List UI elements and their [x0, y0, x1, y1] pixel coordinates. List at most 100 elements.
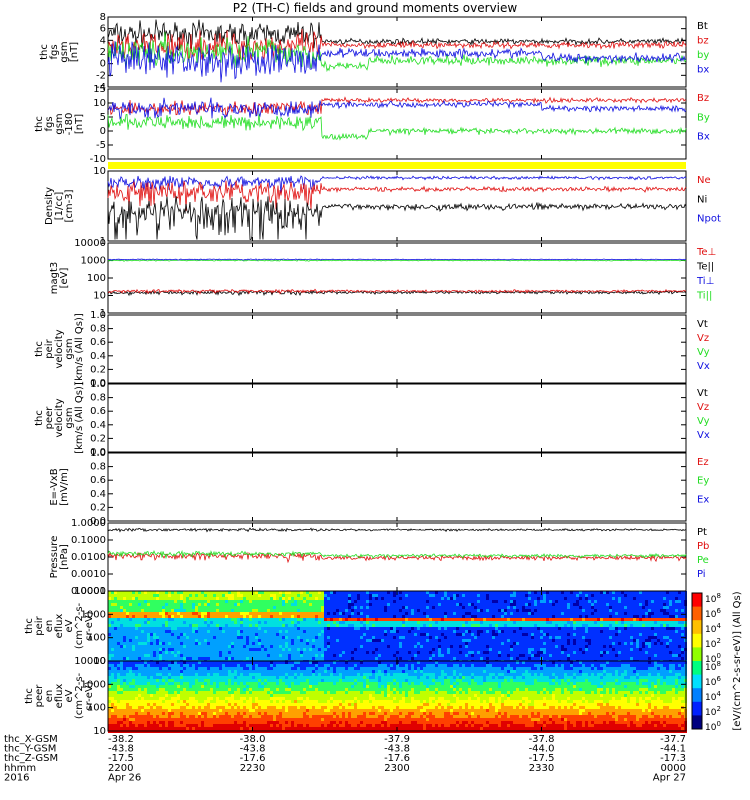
y-tick-label: 0.0: [90, 516, 106, 527]
legend-pe: Pe: [697, 555, 709, 566]
legend-ez: Ez: [697, 457, 709, 468]
y-label-line: eV: [64, 619, 75, 632]
y-axis-label-temperature: magt3 [eV]: [49, 262, 70, 295]
y-label-line: sr-eV): [84, 681, 95, 710]
y-tick-label: 0.2: [90, 502, 106, 513]
legend-ne: Ne: [697, 175, 711, 186]
y-tick-label: 0: [100, 59, 106, 70]
y-label-line: velocity: [54, 329, 65, 368]
spectrogram-peir_spectrogram: [108, 591, 687, 663]
colorbar-tick-label: 100: [705, 720, 721, 733]
legend-bx: Bx: [697, 132, 710, 143]
y-label-line: (cm^2-s-: [74, 602, 85, 649]
x-tick-label: 2300: [384, 763, 409, 774]
y-label-line: en: [44, 620, 55, 633]
y-axis-label-peer_spectrogram: thc peer en eflux eV (cm^2-s-sr-eV): [24, 672, 95, 719]
x-tick-label: -43.8: [108, 744, 134, 755]
y-tick-label: 0.2: [90, 364, 106, 375]
y-label-line: [nT]: [74, 114, 85, 134]
series-te||: [107, 289, 687, 297]
y-label-line: thc: [34, 410, 45, 426]
y-label-line: [mV/m]: [59, 468, 70, 506]
y-axis-label-density: Density [1/cc] [cm-3]: [44, 187, 75, 225]
x-tick-label: -44.1: [660, 744, 686, 755]
x-tick-label: Apr 26: [108, 772, 141, 783]
x-tick-label: -17.5: [529, 753, 555, 764]
legend-npot: Npot: [697, 214, 721, 225]
y-tick-label: 8: [100, 12, 106, 23]
y-tick-label: 1.0: [90, 379, 106, 390]
y-tick-label: 0.8: [90, 393, 106, 404]
y-tick-label: 2: [100, 47, 106, 58]
y-label-line: peir: [44, 338, 55, 358]
y-axis-label-peir_spectrogram: thc peir en eflux eV (cm^2-s-sr-eV): [24, 602, 95, 649]
x-tick-label: Apr 27: [653, 772, 686, 783]
y-label-line: peer: [44, 406, 55, 430]
series-ne: [107, 180, 687, 211]
legend-bz: Bz: [697, 93, 709, 104]
series-bz: [107, 28, 687, 61]
colorbar-tick-label: 102: [705, 637, 721, 650]
y-label-line: [eV]: [59, 268, 70, 289]
legend-vx: Vx: [697, 361, 710, 372]
y-axis-label-efield: E=-VxB [mV/m]: [49, 468, 70, 506]
y-tick-label: 10: [93, 98, 106, 109]
y-label-line: thc: [39, 44, 50, 60]
y-tick-label: 0.4: [90, 489, 106, 500]
legend-ni: Ni: [697, 194, 707, 205]
y-label-line: peer: [34, 684, 45, 708]
y-label-line: gsm: [64, 338, 75, 359]
x-tick-label: 2200: [108, 763, 133, 774]
plot-title: P2 (TH-C) fields and ground moments over…: [232, 1, 518, 15]
colorbar-tick-label: 108: [705, 660, 721, 673]
y-label-line: eflux: [54, 614, 65, 639]
series-te⊥: [107, 288, 687, 295]
y-tick-label: 0.0100: [71, 552, 106, 563]
legend-ti||: Ti||: [696, 291, 712, 302]
legend-vx: Vx: [697, 430, 710, 441]
legend-pb: Pb: [697, 541, 709, 552]
x-row-label: thc_X-GSM: [4, 734, 58, 745]
y-axis-label-fgs_dsl: thc fgs gsm -180 [nT]: [34, 113, 85, 136]
y-label-line: peir: [34, 615, 45, 635]
y-axis-label-peir_velocity: thc peir velocity gsm [km/s (All Qs)]: [34, 313, 85, 385]
colorbar-label: [eV/(cm^2-s-sr-eV)] (All Qs): [732, 591, 743, 730]
y-tick-label: 0.1000: [71, 535, 106, 546]
y-label-line: fgs: [44, 116, 55, 131]
x-row-label: 2016: [4, 772, 29, 783]
legend-ti⊥: Ti⊥: [696, 276, 714, 287]
panel-frame-temperature: [107, 242, 687, 314]
y-label-line: (cm^2-s-: [74, 672, 85, 719]
legend-bz: bz: [697, 36, 709, 47]
y-tick-label: 1000: [81, 256, 106, 267]
colorbar-tick-label: 106: [705, 675, 721, 688]
y-tick-label: 0.4: [90, 351, 106, 362]
x-tick-label: -37.8: [529, 734, 555, 745]
y-label-line: [km/s (All Qs)]: [74, 313, 85, 385]
x-row-label: thc_Y-GSM: [4, 744, 56, 755]
legend-by: By: [697, 112, 710, 123]
y-label-line: thc: [24, 618, 35, 634]
y-tick-label: 5: [100, 112, 106, 123]
x-tick-label: -44.0: [529, 744, 555, 755]
y-label-line: gsm: [59, 41, 70, 62]
y-tick-label: 6: [100, 24, 106, 35]
y-axis-label-peer_velocity: thc peer velocity gsm [km/s (All Qs)]: [34, 382, 85, 454]
y-tick-label: -4: [96, 82, 106, 93]
y-tick-label: 0.6: [90, 337, 106, 348]
legend-ex: Ex: [697, 494, 709, 505]
y-tick-label: 0.0: [90, 378, 106, 389]
colorbar-frame: [691, 592, 703, 730]
series-ti⊥: [107, 258, 686, 261]
legend-vz: Vz: [697, 402, 709, 413]
y-tick-label: -5: [96, 140, 106, 151]
y-tick-label: 4: [100, 35, 106, 46]
series-ni: [107, 195, 687, 240]
legend-vy: Vy: [697, 347, 710, 358]
series-bz: [107, 96, 687, 118]
y-tick-label: 10000: [74, 238, 106, 249]
y-tick-label: 10000: [74, 586, 106, 597]
